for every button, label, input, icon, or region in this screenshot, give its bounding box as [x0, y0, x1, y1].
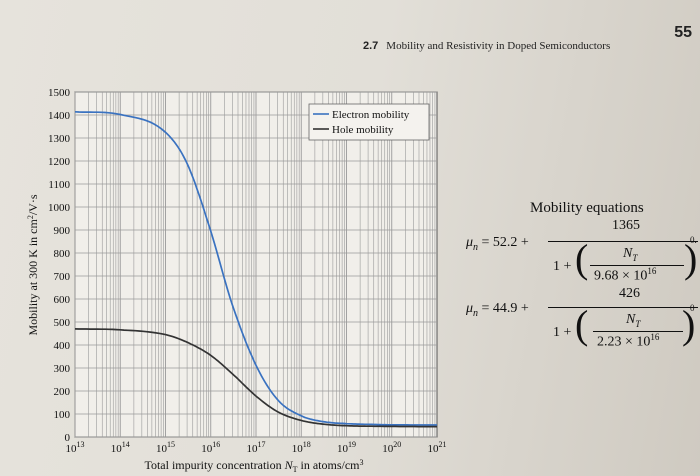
y-tick-label: 100 [54, 409, 71, 421]
y-axis-label: Mobility at 300 K in cm2/V·s [26, 194, 40, 335]
electron-denominator: 9.68 × 1016 [594, 266, 657, 284]
electron-paren-close: ) [684, 236, 698, 281]
running-head-title: Mobility and Resistivity in Doped Semico… [386, 40, 611, 52]
y-tick-label: 400 [54, 340, 71, 352]
running-head: 2.7 Mobility and Resistivity in Doped Sem… [363, 40, 610, 52]
hole-one-plus: 1 + [553, 325, 572, 340]
chart-grid [74, 91, 438, 438]
electron-nt: NT [623, 246, 638, 263]
x-tick-label: 1019 [337, 440, 356, 455]
hole-numerator: 426 [619, 286, 640, 301]
x-tick-label: 1021 [428, 440, 447, 455]
y-tick-label: 1100 [48, 179, 70, 191]
hole-nt: NT [626, 312, 641, 329]
legend-hole-label: Hole mobility [332, 124, 394, 136]
electron-fraction-line [548, 241, 698, 242]
y-tick-label: 500 [54, 317, 71, 329]
hole-lhs: μn = 44.9 + [466, 301, 529, 319]
y-tick-label: 0 [65, 432, 71, 444]
y-tick-label: 800 [54, 248, 71, 260]
hole-fraction-line [548, 307, 698, 308]
page-number: 55 [674, 24, 692, 41]
hole-mobility-line [74, 328, 437, 428]
y-tick-label: 200 [54, 386, 71, 398]
hole-denominator: 2.23 × 1016 [597, 332, 660, 350]
y-tick-label: 1400 [48, 110, 71, 122]
x-tick-label: 1017 [247, 440, 266, 455]
y-tick-labels: 0 100 200 300 400 500 600 700 800 900 1000 1100 1200… [48, 87, 71, 444]
x-tick-labels: 1013 1014 1015 1016 1017 1018 1019 1020 1021 [66, 440, 447, 455]
x-axis-label: Total impurity concentration NT in atoms… [144, 458, 363, 474]
y-tick-label: 300 [54, 363, 71, 375]
y-tick-label: 900 [54, 225, 71, 237]
hole-exponent: 0 [690, 303, 695, 313]
electron-paren: ( [575, 236, 589, 281]
legend-box [308, 103, 430, 141]
legend-electron-label: Electron mobility [332, 109, 410, 121]
x-tick-label: 1015 [156, 440, 175, 455]
x-tick-label: 1020 [382, 440, 401, 455]
electron-numerator: 1365 [612, 218, 640, 233]
chart-curves [74, 110, 437, 428]
y-tick-label: 1000 [48, 202, 71, 214]
y-tick-label: 1300 [48, 133, 71, 145]
electron-lhs: μn = 52.2 + [466, 235, 529, 253]
y-tick-label: 1500 [48, 87, 71, 99]
hole-paren-close: ) [682, 302, 696, 347]
y-tick-label: 700 [54, 271, 71, 283]
x-tick-label: 1014 [111, 440, 130, 455]
electron-exponent: 0. [690, 235, 697, 245]
electron-mobility-line [74, 110, 437, 426]
x-tick-label: 1018 [292, 440, 311, 455]
equations-title: Mobility equations [530, 200, 644, 216]
hole-paren: ( [575, 302, 589, 347]
x-tick-label: 1016 [201, 440, 220, 455]
electron-one-plus: 1 + [553, 259, 572, 274]
electron-inner-line [590, 265, 684, 266]
y-tick-label: 600 [54, 294, 71, 306]
section-number: 2.7 [363, 40, 379, 52]
x-tick-label: 1013 [66, 440, 85, 455]
hole-inner-line [593, 331, 683, 332]
y-tick-label: 1200 [48, 156, 71, 168]
